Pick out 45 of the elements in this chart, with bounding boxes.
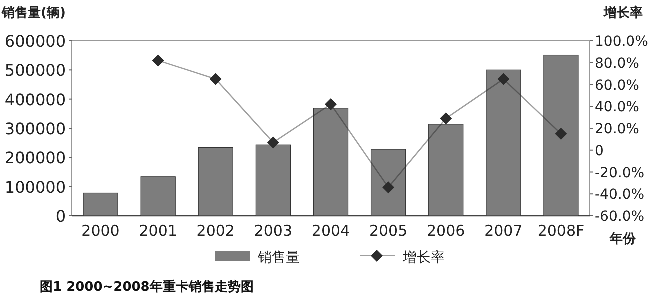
y2-tick-label: 80.0% [595, 56, 640, 72]
y-tick-label: 200000 [4, 148, 66, 168]
point [267, 136, 280, 149]
legend-label: 增长率 [402, 250, 445, 266]
point [382, 182, 395, 194]
y2-tick-label: -20.0% [595, 165, 645, 182]
bar [83, 192, 118, 216]
point [555, 128, 568, 140]
x-axis-title: 年份 [609, 232, 637, 247]
x-tick-label: 2003 [254, 222, 293, 240]
bar [198, 147, 234, 216]
x-tick-label: 2001 [139, 222, 178, 240]
y2-tick-label: 60.0% [595, 78, 640, 94]
point [210, 73, 222, 86]
y-tick-label: 300000 [4, 120, 66, 138]
point [498, 73, 510, 86]
x-tick-label: 2004 [312, 222, 350, 240]
point [152, 54, 164, 67]
y2-axis-title: 增长率 [603, 5, 643, 21]
bar [140, 176, 176, 216]
point [325, 98, 337, 110]
bar [486, 70, 522, 216]
legend-label: 销售量 [257, 250, 300, 266]
y2-tick-label: 100.0% [595, 34, 648, 50]
y2-tick-label: 0 [595, 143, 604, 160]
y2-tick-label: -60.0% [595, 209, 645, 225]
x-tick-label: 2000 [82, 222, 120, 240]
bar [544, 54, 579, 216]
x-tick-label: 2002 [196, 222, 235, 240]
y-tick-label: 100000 [4, 178, 66, 197]
y2-tick-label: 20.0% [595, 122, 640, 138]
y2-tick-label: -40.0% [595, 187, 645, 204]
y-tick-label: 500000 [4, 61, 66, 80]
x-tick-label: 2008F [538, 222, 585, 240]
y-tick-label: 400000 [4, 90, 66, 110]
bar [370, 149, 406, 216]
y2-tick-label: 40.0% [595, 100, 640, 116]
y-tick-label: 600000 [4, 32, 66, 51]
text: 图1 2000~2008年重卡销售走势图 [40, 279, 254, 295]
y-axis-title: 销售量(辆) [1, 6, 66, 21]
x-tick-label: 2006 [427, 222, 466, 240]
x-tick-label: 2007 [484, 222, 523, 240]
point [440, 112, 452, 125]
x-tick-label: 2005 [369, 222, 408, 240]
y-tick-label: 0 [56, 207, 66, 226]
